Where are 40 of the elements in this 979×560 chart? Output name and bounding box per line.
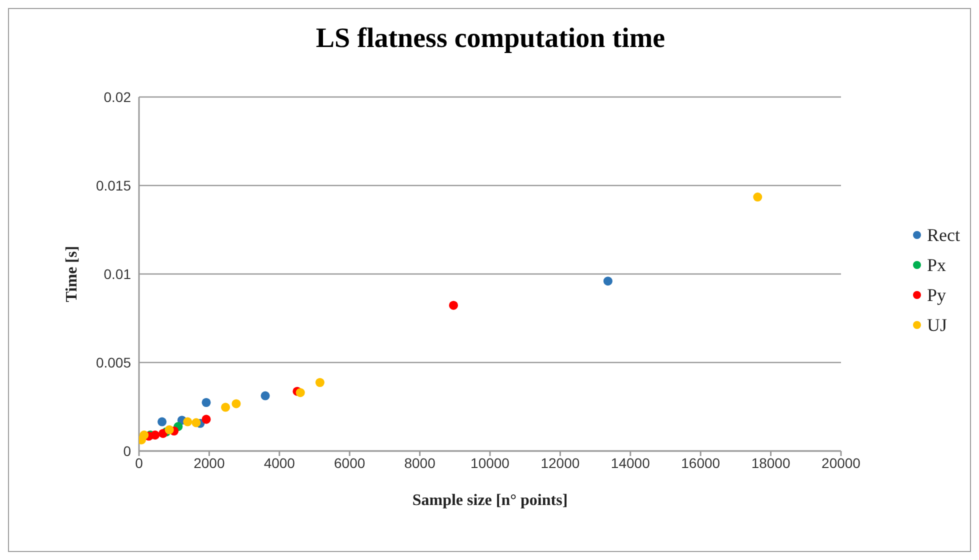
legend-label: Px [927, 254, 946, 277]
point [753, 192, 762, 202]
x-tick-label: 12000 [540, 454, 580, 471]
y-tick-label: 0.01 [104, 266, 132, 282]
point [202, 398, 211, 408]
legend-label: Rect [927, 224, 960, 247]
point [221, 402, 230, 412]
legend-label: UJ [927, 314, 948, 337]
x-tick-label: 10000 [470, 454, 510, 471]
y-axis-title: Time [s] [64, 246, 81, 302]
point [448, 300, 458, 310]
point [232, 399, 241, 408]
point [183, 417, 192, 426]
x-tick-label: 20000 [822, 454, 861, 471]
point [296, 388, 305, 398]
point [192, 418, 201, 428]
x-tick-label: 8000 [404, 454, 436, 471]
point [603, 276, 612, 286]
point [150, 430, 160, 440]
point [260, 391, 270, 400]
x-tick-label: 4000 [264, 454, 296, 471]
point [202, 414, 211, 424]
y-tick-label: 0.005 [96, 354, 132, 370]
point [315, 378, 324, 388]
y-tick-label: 0.015 [96, 177, 132, 194]
x-tick-label: 18000 [751, 454, 790, 471]
y-tick-label: 0 [123, 442, 132, 459]
point [164, 425, 174, 434]
point [140, 430, 149, 440]
chart-title: LS flatness computation time [314, 23, 666, 55]
legend-label: Py [927, 284, 946, 307]
x-tick-label: 14000 [610, 454, 650, 471]
x-tick-label: 2000 [194, 454, 225, 471]
x-axis-title: Sample size [n° points] [412, 492, 568, 509]
point [158, 417, 167, 426]
x-tick-label: 16000 [681, 454, 720, 471]
point [158, 428, 168, 438]
y-tick-label: 0.02 [104, 88, 132, 105]
x-tick-label: 6000 [334, 454, 366, 471]
x-tick-label: 0 [135, 454, 144, 471]
